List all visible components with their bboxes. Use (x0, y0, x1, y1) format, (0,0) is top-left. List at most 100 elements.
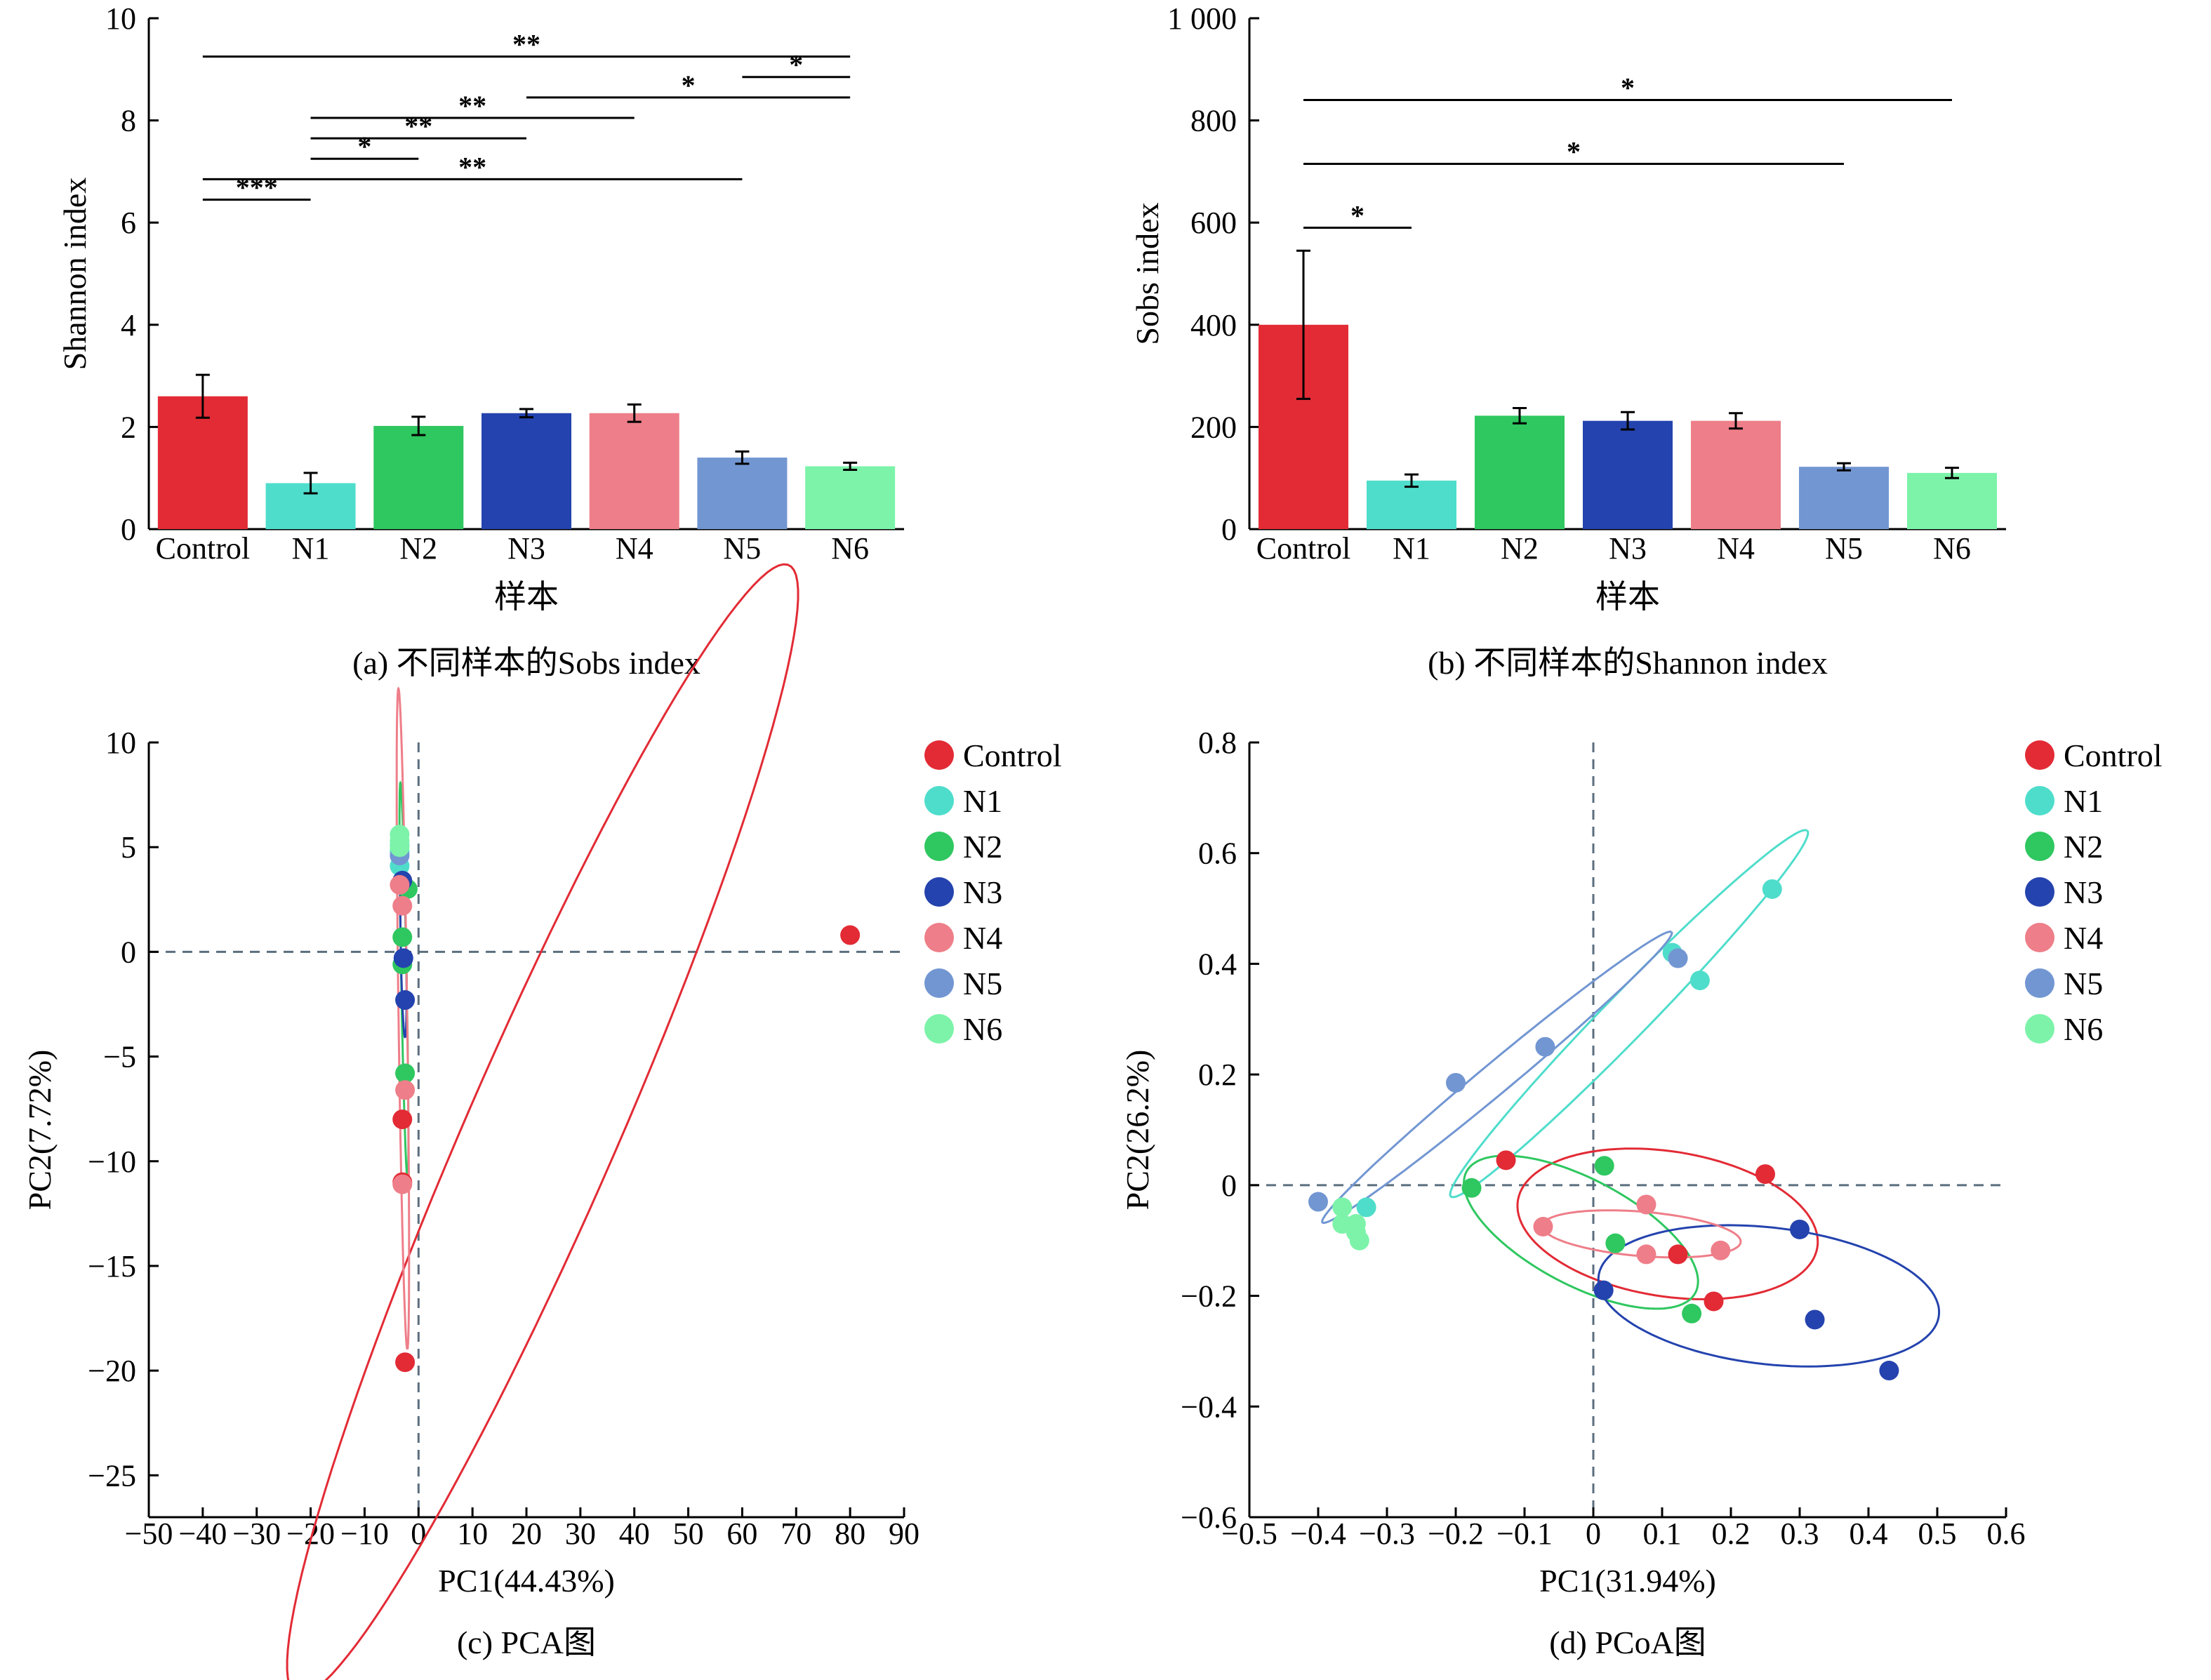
y-tick-label: −0.6 (1181, 1500, 1237, 1535)
x-tick-label: N5 (724, 531, 762, 566)
panel-caption: (b) 不同样本的Shannon index (1428, 645, 1828, 681)
point-N2 (1682, 1303, 1702, 1324)
point-N3 (1879, 1361, 1899, 1381)
point-Control (392, 1109, 413, 1130)
legend-label: N1 (2064, 783, 2103, 819)
x-tick-label: −0.5 (1221, 1516, 1277, 1551)
point-Control (395, 1352, 416, 1373)
legend-label: N3 (963, 874, 1002, 910)
x-tick-label: 0.1 (1643, 1516, 1682, 1551)
bar-N6 (1907, 472, 1997, 529)
point-N6 (1349, 1230, 1369, 1251)
bar-N5 (1799, 467, 1889, 529)
x-tick-label: N1 (292, 531, 330, 566)
significance-label: ** (512, 29, 540, 60)
legend-label: Control (2064, 738, 2163, 773)
y-tick-label: −15 (88, 1249, 136, 1284)
y-axis-label: Sobs index (1129, 202, 1165, 345)
bar-chart-b: 0 200 400 600 800 1 000 Control N1 N2 N3 N4 N5 N6 * * *… (1129, 1, 2006, 681)
point-Control (1704, 1291, 1724, 1312)
legend-marker-N3 (2025, 877, 2054, 907)
significance-label: ** (458, 90, 486, 121)
y-tick-label: −5 (103, 1040, 136, 1074)
legend-label: N5 (963, 966, 1002, 1001)
bar-N4 (589, 413, 679, 529)
x-tick-label: N6 (831, 531, 869, 566)
y-tick-label: 5 (121, 830, 136, 865)
y-tick-label: 4 (121, 308, 136, 342)
legend-label: N6 (963, 1011, 1002, 1047)
significance-label: * (682, 69, 696, 101)
y-tick-label: −20 (88, 1354, 136, 1388)
y-tick-label: 0 (1221, 512, 1237, 547)
y-tick-label: −0.4 (1181, 1389, 1237, 1424)
significance-label: * (789, 49, 803, 81)
bar-N2 (1475, 415, 1565, 529)
bar-N3 (482, 413, 571, 529)
point-N2 (392, 927, 413, 947)
x-tick-label: 10 (457, 1516, 488, 1551)
point-N4 (395, 1080, 416, 1100)
point-N3 (393, 948, 413, 968)
significance-label: * (1621, 72, 1635, 103)
significance-label: * (1567, 135, 1581, 167)
x-tick-label: −30 (232, 1516, 281, 1551)
y-tick-label: 0 (1221, 1168, 1237, 1203)
x-tick-label: −40 (178, 1516, 227, 1551)
point-N6 (1346, 1214, 1366, 1234)
x-tick-label: −0.4 (1290, 1516, 1346, 1551)
significance-label: *** (236, 171, 278, 203)
panel-caption: (a) 不同样本的Sobs index (352, 645, 701, 681)
ellipse-N1 (1449, 829, 1810, 1199)
x-tick-label: Control (156, 531, 250, 566)
point-Control (1496, 1150, 1516, 1171)
point-N6 (390, 837, 410, 858)
y-tick-label: 600 (1190, 206, 1237, 240)
panel-caption: (d) PCoA图 (1549, 1625, 1706, 1660)
x-tick-label: N2 (399, 531, 437, 566)
point-N4 (390, 874, 410, 895)
x-tick-label: 0.3 (1781, 1516, 1819, 1551)
x-tick-label: 20 (511, 1516, 542, 1551)
ellipse-N5 (1321, 931, 1673, 1225)
significance-label: ** (404, 110, 432, 142)
scatter-chart-c: −50 −40 −30 −20 −10 0 10 20 30 40 50 60 70 80 90−25−20… (22, 563, 1062, 1680)
bar-N2 (373, 425, 464, 529)
legend-label: N2 (2064, 829, 2103, 865)
point-N2 (395, 1063, 416, 1084)
legend-label: N2 (963, 829, 1002, 865)
x-tick-label: N3 (1609, 531, 1647, 566)
significance-label: ** (458, 151, 486, 182)
x-tick-label: 30 (565, 1516, 596, 1551)
point-N3 (1805, 1309, 1825, 1330)
x-tick-label: −50 (125, 1516, 173, 1551)
y-tick-label: 8 (121, 104, 136, 138)
y-tick-label: 0 (121, 935, 136, 969)
significance-label: * (357, 131, 371, 162)
ellipse-Control (286, 563, 799, 1680)
y-tick-label: 0.4 (1198, 947, 1237, 981)
y-tick-label: −0.2 (1181, 1279, 1237, 1314)
point-Control (840, 925, 861, 945)
y-tick-label: 1 000 (1167, 1, 1237, 36)
legend-marker-Control (2025, 740, 2054, 770)
y-tick-label: 10 (105, 1, 136, 36)
legend-label: N5 (2064, 966, 2103, 1001)
bar-N1 (1367, 480, 1456, 529)
x-tick-label: −0.1 (1496, 1516, 1553, 1551)
panel-caption: (c) PCA图 (457, 1625, 596, 1660)
ellipse-N3 (1597, 1224, 1940, 1368)
point-N5 (1535, 1036, 1555, 1057)
point-N5 (1668, 948, 1688, 968)
point-N4 (1636, 1244, 1656, 1265)
y-tick-label: 2 (121, 410, 136, 444)
point-Control (1668, 1244, 1688, 1265)
y-tick-label: 0.2 (1198, 1058, 1237, 1092)
x-axis-label: PC1(44.43%) (438, 1563, 615, 1599)
legend-label: N4 (963, 920, 1002, 956)
y-tick-label: 0 (121, 512, 136, 547)
x-tick-label: 0.4 (1850, 1516, 1888, 1551)
x-tick-label: 0 (411, 1516, 426, 1551)
legend-label: N3 (2064, 874, 2103, 910)
